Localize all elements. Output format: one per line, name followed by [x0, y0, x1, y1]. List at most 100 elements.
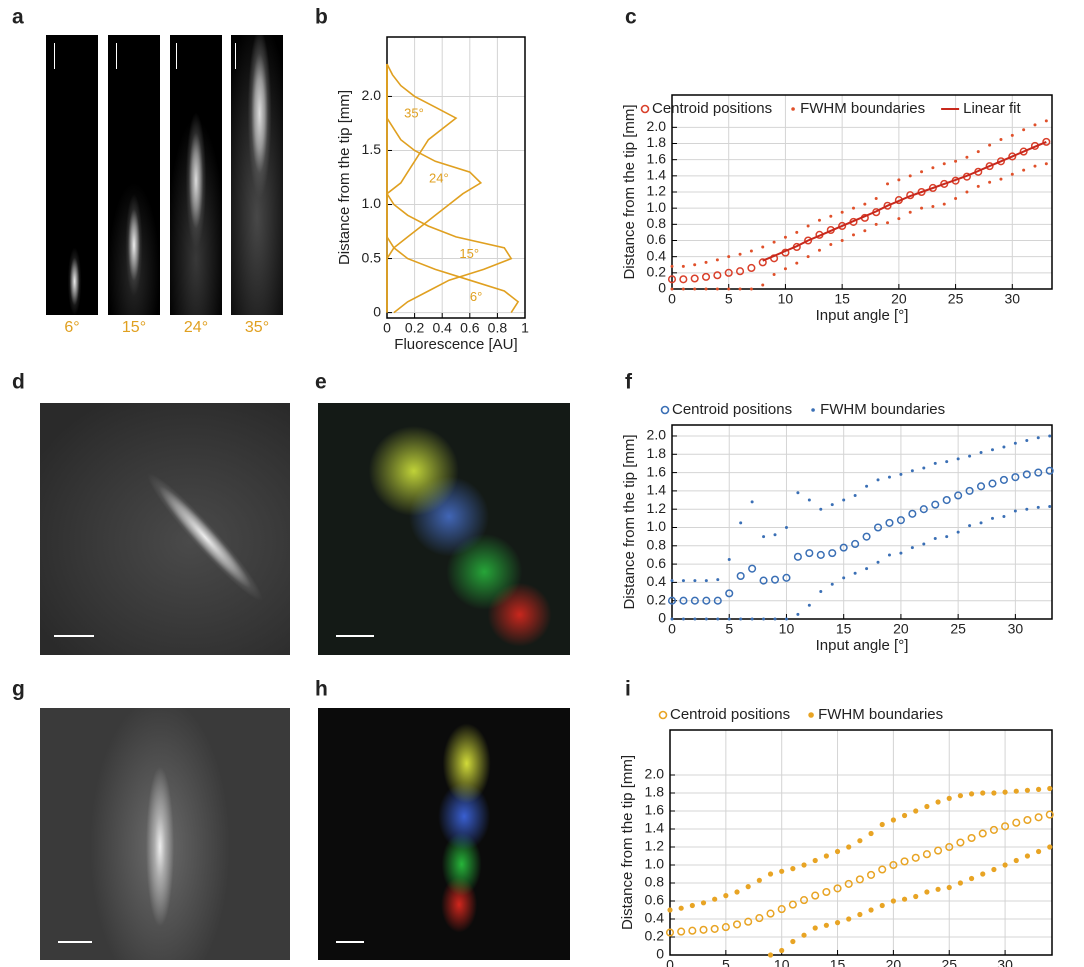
data-point [1033, 123, 1037, 127]
data-point [931, 166, 935, 170]
angle-label: 24° [184, 319, 208, 336]
data-point [979, 450, 983, 454]
data-point [978, 829, 987, 838]
y-tick-label: 0.6 [647, 555, 667, 571]
x-tick-label: 5 [722, 957, 730, 967]
data-point [889, 860, 898, 870]
data-point [896, 516, 905, 525]
x-tick-label: 0.6 [460, 320, 480, 336]
y-tick-label: 2.0 [362, 87, 382, 103]
data-point [942, 162, 946, 166]
data-point [897, 178, 901, 182]
data-point [901, 896, 908, 902]
y-tick-label: 0.4 [645, 910, 665, 926]
data-point [795, 230, 799, 234]
x-tick-label: 0 [668, 621, 676, 637]
x-tick-label: 5 [725, 621, 733, 637]
data-point [693, 287, 697, 291]
data-point [761, 245, 765, 249]
data-point [840, 239, 844, 242]
data-point [790, 938, 796, 945]
data-point [834, 920, 841, 926]
data-point [946, 884, 952, 891]
data-point [701, 272, 711, 281]
data-point [710, 924, 719, 933]
data-point [945, 460, 949, 464]
data-point [736, 267, 745, 276]
data-point [732, 920, 742, 929]
data-point [681, 287, 685, 291]
legend-symbol [660, 405, 670, 415]
x-tick-label: 0.8 [488, 320, 508, 336]
data-point [667, 275, 677, 284]
data-point [879, 902, 885, 909]
data-point [954, 491, 963, 500]
data-point [901, 812, 908, 819]
data-point [1044, 119, 1048, 123]
y-tick-label: 0.2 [647, 591, 667, 607]
y-tick-label: 0.8 [647, 215, 667, 231]
data-point [933, 461, 937, 465]
data-point [784, 525, 788, 529]
panel-letter: b [315, 6, 328, 29]
data-point [1036, 436, 1040, 440]
data-point [965, 486, 974, 495]
data-point [851, 206, 855, 210]
data-point [767, 871, 774, 877]
data-point [853, 493, 857, 497]
y-axis-label: Distance from the tip [mm] [621, 104, 638, 279]
data-point [996, 157, 1006, 166]
legend-label: FWHM boundaries [820, 401, 945, 418]
y-tick-label: 1.6 [645, 802, 665, 818]
data-point [744, 917, 753, 926]
y-tick-label: 1.0 [645, 856, 665, 872]
plot-frame [671, 94, 1053, 290]
data-point [935, 799, 941, 805]
legend-label: Centroid positions [672, 401, 792, 418]
data-point [693, 263, 697, 267]
y-tick-label: 1.8 [647, 445, 667, 461]
data-point [954, 159, 958, 163]
data-point [788, 900, 797, 909]
data-point [924, 889, 930, 895]
data-point [828, 549, 837, 558]
data-point [727, 255, 731, 259]
data-point [1024, 853, 1031, 859]
data-point [721, 923, 730, 932]
data-point [670, 579, 674, 583]
y-tick-label: 1.0 [362, 195, 382, 211]
data-point [886, 221, 890, 225]
data-point [829, 214, 833, 218]
data-point [933, 536, 937, 540]
data-point [851, 539, 860, 549]
x-tick-label: 1 [521, 320, 529, 336]
data-point [965, 190, 969, 194]
panel-letter: e [315, 371, 327, 394]
x-tick-label: 25 [948, 291, 964, 307]
data-point [899, 472, 903, 476]
plot-frame [669, 729, 1053, 956]
x-tick-label: 20 [886, 957, 902, 967]
data-point [1019, 147, 1028, 156]
data-point [1001, 822, 1010, 831]
data-point [957, 880, 964, 886]
data-point [790, 866, 796, 872]
data-point [931, 205, 935, 209]
data-point [816, 550, 825, 559]
x-tick-label: 10 [778, 291, 794, 307]
data-point [876, 478, 880, 482]
data-point [796, 612, 800, 616]
data-point [922, 542, 926, 546]
data-point [991, 790, 997, 796]
data-point [750, 617, 754, 621]
data-point [1035, 848, 1042, 855]
data-point [910, 469, 914, 473]
x-axis-label: Input angle [°] [816, 637, 909, 654]
data-point [755, 914, 764, 923]
data-point [704, 260, 708, 264]
data-point [830, 503, 834, 507]
series-label: 15° [459, 246, 479, 261]
data-point [989, 825, 998, 834]
data-point [749, 249, 753, 253]
